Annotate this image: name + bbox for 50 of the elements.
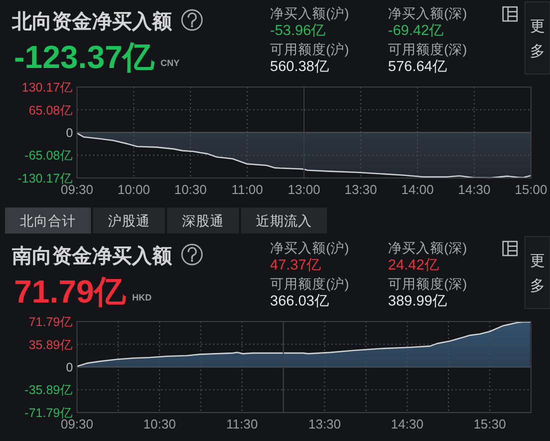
x-tick-label: 14:00 bbox=[401, 182, 434, 197]
category-label: 净买入额(沪) bbox=[270, 240, 349, 256]
y-tick-label: -71.79亿 bbox=[24, 406, 73, 420]
y-tick-label: -35.89亿 bbox=[24, 383, 73, 398]
x-tick-label: 13:30 bbox=[344, 182, 378, 197]
x-tick-label: 13:30 bbox=[308, 416, 341, 432]
text: 更多 bbox=[530, 18, 545, 60]
tab-button: 深股通 bbox=[167, 208, 239, 234]
text: 24.42亿 bbox=[388, 258, 440, 274]
x-tick-label: 14:30 bbox=[390, 416, 424, 432]
category-label: 可用额度(沪) bbox=[270, 42, 349, 57]
text: 366.03亿 bbox=[270, 294, 330, 310]
x-tick-label: 15:30 bbox=[473, 416, 506, 432]
category-label: 净买入额(沪) bbox=[270, 6, 349, 21]
text: 576.64亿 bbox=[388, 59, 448, 75]
y-tick-label: 0 bbox=[66, 360, 74, 374]
text: -53.96亿 bbox=[270, 23, 326, 39]
category-label: 可用额度(沪) bbox=[270, 276, 349, 292]
category-label: 可用额度(深) bbox=[388, 42, 467, 57]
y-tick-label: 0 bbox=[66, 126, 74, 140]
x-tick-label: 15:00 bbox=[514, 182, 548, 197]
text: 389.99亿 bbox=[388, 294, 448, 310]
tab-button: 沪股通 bbox=[93, 208, 165, 234]
text: HKD bbox=[132, 292, 152, 302]
text: 北向资金净买入额 bbox=[11, 10, 173, 33]
x-tick-label: 11:30 bbox=[226, 416, 258, 432]
text: -69.42亿 bbox=[388, 23, 444, 39]
y-tick-label: -65.08亿 bbox=[24, 148, 73, 163]
x-tick-label: 14:30 bbox=[458, 182, 491, 197]
x-tick-label: 10:30 bbox=[143, 416, 176, 432]
text: -123.37亿 bbox=[14, 39, 155, 75]
tab-button: 近期流入 bbox=[241, 208, 327, 234]
text: 更多 bbox=[530, 252, 545, 294]
category-label: 可用额度(深) bbox=[388, 276, 467, 292]
category-label: 净买入额(深) bbox=[388, 6, 467, 21]
y-tick-label: 65.08亿 bbox=[28, 103, 73, 118]
y-tick-label: 71.79亿 bbox=[28, 315, 73, 329]
x-tick-label: 10:00 bbox=[117, 182, 150, 197]
x-tick-label: 11:00 bbox=[231, 182, 264, 197]
y-tick-label: 130.17亿 bbox=[22, 80, 73, 94]
text: 南向资金净买入额 bbox=[11, 244, 173, 268]
y-tick-label: -130.17亿 bbox=[18, 172, 73, 186]
category-label: 净买入额(深) bbox=[388, 240, 467, 256]
x-tick-label: 13:00 bbox=[288, 182, 320, 197]
x-tick-label: 10:30 bbox=[174, 182, 207, 197]
y-tick-label: 35.89亿 bbox=[28, 338, 73, 352]
text: CNY bbox=[160, 58, 180, 68]
tab-button: 北向合计 bbox=[5, 208, 91, 234]
text: 560.38亿 bbox=[270, 59, 330, 75]
text: 47.37亿 bbox=[270, 258, 322, 274]
